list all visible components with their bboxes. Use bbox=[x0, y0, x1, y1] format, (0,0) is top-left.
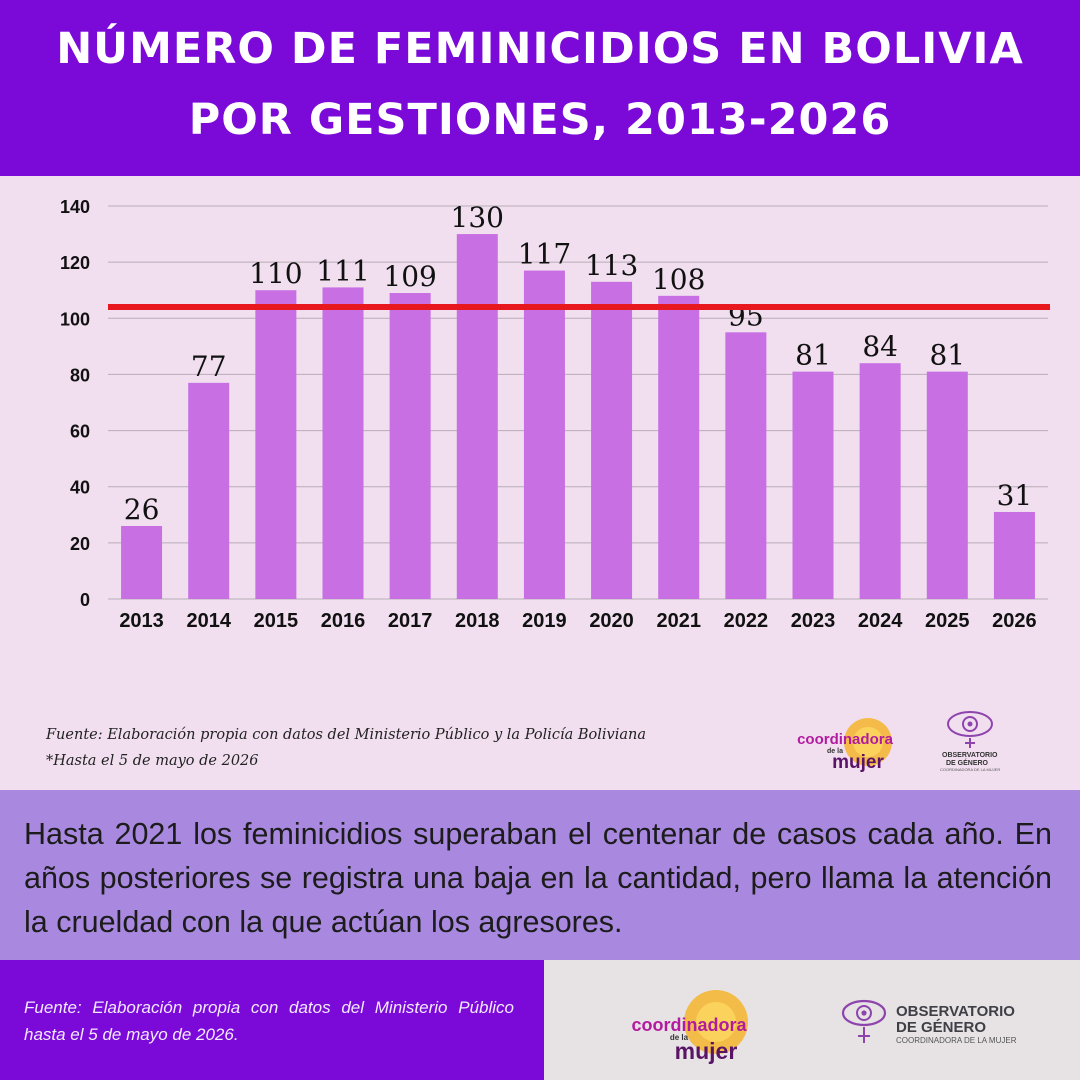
y-tick-label: 20 bbox=[70, 534, 90, 554]
summary-panel: Hasta 2021 los feminicidios superaban el… bbox=[0, 790, 1080, 960]
bar bbox=[322, 287, 364, 599]
coordinadora-logo: coordinadora de la mujer bbox=[624, 982, 764, 1072]
bar bbox=[188, 382, 230, 599]
data-label: 109 bbox=[383, 260, 436, 293]
y-tick-label: 100 bbox=[60, 309, 90, 329]
eye-venus-icon bbox=[841, 999, 887, 1043]
data-label: 31 bbox=[997, 479, 1033, 512]
data-label: 108 bbox=[652, 263, 705, 296]
bar bbox=[859, 363, 901, 599]
y-tick-label: 0 bbox=[80, 590, 90, 610]
sun-icon bbox=[844, 718, 892, 766]
bar bbox=[121, 526, 163, 599]
source-line2: *Hasta el 5 de mayo de 2026 bbox=[46, 753, 259, 769]
y-tick-label: 40 bbox=[70, 478, 90, 498]
data-label: 113 bbox=[585, 249, 638, 282]
footer-logos-panel: coordinadora de la mujer OBSERVATORIO DE… bbox=[544, 960, 1080, 1080]
x-tick-label: 2020 bbox=[589, 610, 634, 632]
observatorio-logo-text2: DE GÉNERO bbox=[946, 760, 989, 767]
y-tick-label: 140 bbox=[60, 197, 90, 217]
chart-title-line1: NÚMERO DE FEMINICIDIOS EN BOLIVIA bbox=[56, 24, 1024, 74]
observatorio-logo: OBSERVATORIO DE GÉNERO COORDINADORA DE L… bbox=[840, 996, 1040, 1056]
chart-title-line2: POR GESTIONES, 2013-2026 bbox=[188, 95, 892, 145]
data-label: 81 bbox=[929, 339, 965, 372]
x-tick-label: 2024 bbox=[858, 610, 903, 632]
coordinadora-logo-small: coordinadora de la mujer bbox=[790, 708, 910, 778]
y-tick-label: 80 bbox=[70, 365, 90, 385]
y-tick-label: 120 bbox=[60, 253, 90, 273]
summary-text: Hasta 2021 los feminicidios superaban el… bbox=[24, 817, 1052, 939]
data-label: 84 bbox=[862, 330, 898, 363]
bar bbox=[456, 234, 498, 600]
bar-chart: 0 20 40 60 80 100 120 140 26 2013 77 2014 110 2015 111… bbox=[60, 197, 1050, 632]
y-tick-label: 60 bbox=[70, 422, 90, 442]
observatorio-logo-text1: OBSERVATORIO bbox=[896, 1003, 1015, 1020]
bar bbox=[389, 293, 431, 599]
observatorio-logo-text3: COORDINADORA DE LA MUJER bbox=[940, 767, 1001, 772]
source-line1: Fuente: Elaboración propia con datos del… bbox=[46, 727, 646, 743]
coordinadora-logo-text3: mujer bbox=[674, 1038, 738, 1064]
x-tick-label: 2023 bbox=[791, 610, 836, 632]
data-label: 81 bbox=[795, 339, 831, 372]
eye-venus-icon bbox=[947, 711, 993, 748]
data-label: 111 bbox=[316, 254, 369, 287]
data-label: 130 bbox=[451, 201, 504, 234]
data-label: 77 bbox=[191, 350, 227, 383]
x-tick-label: 2022 bbox=[724, 610, 769, 632]
chart-source: Fuente: Elaboración propia con datos del… bbox=[46, 722, 646, 774]
x-tick-label: 2017 bbox=[388, 610, 433, 632]
x-tick-label: 2021 bbox=[656, 610, 701, 632]
footer-source-text: Fuente: Elaboración propia con datos del… bbox=[24, 998, 514, 1044]
observatorio-logo-text2: DE GÉNERO bbox=[896, 1019, 987, 1036]
bar bbox=[658, 295, 700, 599]
coordinadora-logo-text1: coordinadora bbox=[631, 1015, 747, 1035]
header-banner: NÚMERO DE FEMINICIDIOS EN BOLIVIA POR GE… bbox=[0, 0, 1080, 176]
x-tick-label: 2026 bbox=[992, 610, 1037, 632]
coordinadora-logo-text3: mujer bbox=[832, 752, 884, 773]
x-tick-label: 2019 bbox=[522, 610, 567, 632]
observatorio-logo-text1: OBSERVATORIO bbox=[942, 752, 998, 759]
bar bbox=[993, 511, 1035, 599]
sun-icon bbox=[684, 990, 748, 1054]
data-label: 26 bbox=[124, 493, 160, 526]
coordinadora-logo-text1: coordinadora bbox=[797, 731, 893, 748]
coordinadora-logo-text2: de la bbox=[827, 748, 843, 755]
bar bbox=[591, 281, 633, 599]
x-tick-label: 2013 bbox=[119, 610, 164, 632]
bar bbox=[523, 270, 565, 599]
x-tick-label: 2025 bbox=[925, 610, 970, 632]
x-tick-label: 2014 bbox=[186, 610, 231, 632]
observatorio-logo-text3: COORDINADORA DE LA MUJER bbox=[896, 1036, 1017, 1045]
bar bbox=[725, 332, 767, 599]
x-tick-label: 2018 bbox=[455, 610, 500, 632]
bar bbox=[255, 290, 297, 599]
observatorio-logo-small: OBSERVATORIO DE GÉNERO COORDINADORA DE L… bbox=[938, 708, 1008, 778]
bar bbox=[926, 371, 968, 599]
bar bbox=[792, 371, 834, 599]
coordinadora-logo-text2: de la bbox=[669, 1033, 689, 1042]
x-tick-label: 2016 bbox=[321, 610, 366, 632]
x-tick-label: 2015 bbox=[254, 610, 299, 632]
data-label: 117 bbox=[518, 238, 571, 271]
footer-source-panel: Fuente: Elaboración propia con datos del… bbox=[0, 960, 544, 1080]
data-label: 110 bbox=[249, 257, 302, 290]
